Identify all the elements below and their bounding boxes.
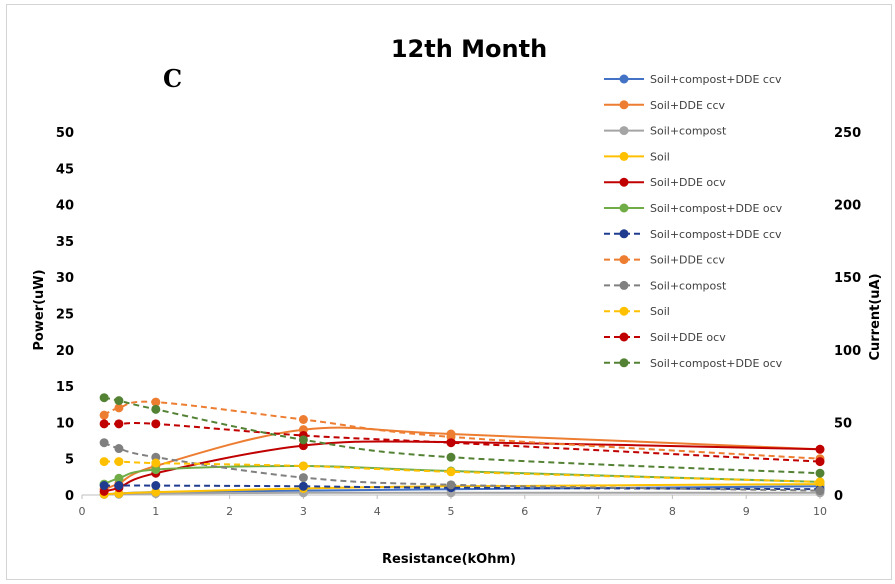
data-point-series-6 <box>151 465 161 475</box>
y-tick-label: 45 <box>56 162 74 177</box>
data-point-series-5 <box>815 444 825 454</box>
data-point-series-12 <box>446 452 456 462</box>
legend-marker-10 <box>619 306 629 316</box>
chart-svg: 12th Month C 0 1 2 3 4 5 6 7 8 9 10051015202530354… <box>32 35 883 567</box>
legend-marker-8 <box>619 255 629 265</box>
legend: Soil+compost+DDE ccv Soil+DDE ccv Soil+com… <box>604 73 783 370</box>
x-tick-label: 10 <box>813 505 827 518</box>
data-point-series-4 <box>151 487 161 497</box>
y-tick-label: 5 <box>65 453 74 468</box>
x-tick-label: 8 <box>669 505 676 518</box>
data-point-series-11 <box>114 419 124 429</box>
legend-label-9: Soil+compost <box>650 279 727 292</box>
data-point-series-7 <box>298 481 308 491</box>
legend-label-6: Soil+compost+DDE ocv <box>650 202 783 215</box>
data-point-series-10 <box>99 457 109 467</box>
legend-label-3: Soil+compost <box>650 125 727 138</box>
y2-tick-label: 50 <box>834 416 852 431</box>
legend-label-1: Soil+compost+DDE ccv <box>650 73 782 86</box>
legend-marker-5 <box>619 177 629 187</box>
x-tick-label: 4 <box>374 505 381 518</box>
data-point-series-10 <box>151 458 161 468</box>
y-tick-label: 10 <box>56 416 74 431</box>
data-point-series-7 <box>114 481 124 491</box>
data-point-series-12 <box>114 396 124 406</box>
data-point-series-9 <box>298 473 308 483</box>
series-line-3 <box>104 491 820 496</box>
panel-label: C <box>163 64 182 93</box>
data-point-series-11 <box>815 457 825 467</box>
data-point-series-6 <box>114 473 124 483</box>
chart-title: 12th Month <box>391 35 547 63</box>
legend-label-2: Soil+DDE ccv <box>650 99 726 112</box>
legend-marker-3 <box>619 126 629 136</box>
data-point-series-9 <box>815 486 825 496</box>
x-tick-label: 9 <box>743 505 750 518</box>
data-point-series-12 <box>815 468 825 478</box>
data-point-series-10 <box>446 467 456 477</box>
y-tick-label: 40 <box>56 199 74 214</box>
data-point-series-10 <box>298 461 308 471</box>
x-tick-label: 2 <box>226 505 233 518</box>
y-tick-label: 25 <box>56 308 74 323</box>
data-point-series-9 <box>446 480 456 490</box>
data-point-series-7 <box>151 481 161 491</box>
data-point-series-12 <box>298 435 308 445</box>
x-tick-label: 1 <box>152 505 159 518</box>
legend-marker-4 <box>619 151 629 161</box>
data-point-series-9 <box>114 444 124 454</box>
legend-label-5: Soil+DDE ocv <box>650 176 726 189</box>
legend-label-8: Soil+DDE ccv <box>650 254 726 267</box>
legend-marker-2 <box>619 100 629 110</box>
y-tick-label: 30 <box>56 271 74 286</box>
legend-marker-12 <box>619 358 629 368</box>
y2-tick-label: 250 <box>834 126 861 141</box>
legend-label-12: Soil+compost+DDE ocv <box>650 357 783 370</box>
data-point-series-8 <box>151 397 161 407</box>
data-point-series-10 <box>114 457 124 467</box>
data-point-series-8 <box>114 403 124 413</box>
data-point-series-8 <box>99 410 109 420</box>
data-point-series-7 <box>99 481 109 491</box>
data-point-series-11 <box>151 419 161 429</box>
y-axis-label: Power(uW) <box>32 269 47 350</box>
legend-marker-9 <box>619 280 629 290</box>
x-tick-label: 7 <box>595 505 602 518</box>
legend-marker-7 <box>619 229 629 239</box>
data-point-series-12 <box>99 393 109 403</box>
y-tick-label: 15 <box>56 380 74 395</box>
legend-marker-6 <box>619 203 629 213</box>
data-point-series-11 <box>446 438 456 448</box>
x-tick-label: 0 <box>79 505 86 518</box>
chart-frame: 12th Month C 0 1 2 3 4 5 6 7 8 9 10 0 5 10 15 20 25 30 35 4… <box>6 4 892 580</box>
axes-group: 0 1 2 3 4 5 6 7 8 9 100510152025303540455005010015… <box>56 126 861 518</box>
y-tick-label: 50 <box>56 126 74 141</box>
legend-marker-1 <box>619 74 629 84</box>
x-axis-label: Resistance(kOhm) <box>382 552 516 567</box>
legend-marker-11 <box>619 332 629 342</box>
y2-axis-label: Current(uA) <box>868 273 883 360</box>
data-point-series-10 <box>815 477 825 487</box>
legend-label-7: Soil+compost+DDE ccv <box>650 228 782 241</box>
x-tick-label: 5 <box>448 505 455 518</box>
series-group <box>99 393 825 499</box>
data-point-series-9 <box>99 438 109 448</box>
y2-tick-label: 200 <box>834 199 861 214</box>
y-tick-label: 35 <box>56 235 74 250</box>
y2-tick-label: 0 <box>834 489 843 504</box>
x-tick-label: 3 <box>300 505 307 518</box>
legend-label-10: Soil <box>650 305 670 318</box>
data-point-series-8 <box>298 414 308 424</box>
data-point-series-11 <box>99 419 109 429</box>
legend-label-11: Soil+DDE ocv <box>650 331 726 344</box>
y2-tick-label: 150 <box>834 271 861 286</box>
data-point-series-12 <box>151 404 161 414</box>
y-tick-label: 20 <box>56 344 74 359</box>
y2-tick-label: 100 <box>834 344 861 359</box>
x-tick-label: 6 <box>521 505 528 518</box>
legend-label-4: Soil <box>650 150 670 163</box>
y-tick-label: 0 <box>65 489 74 504</box>
